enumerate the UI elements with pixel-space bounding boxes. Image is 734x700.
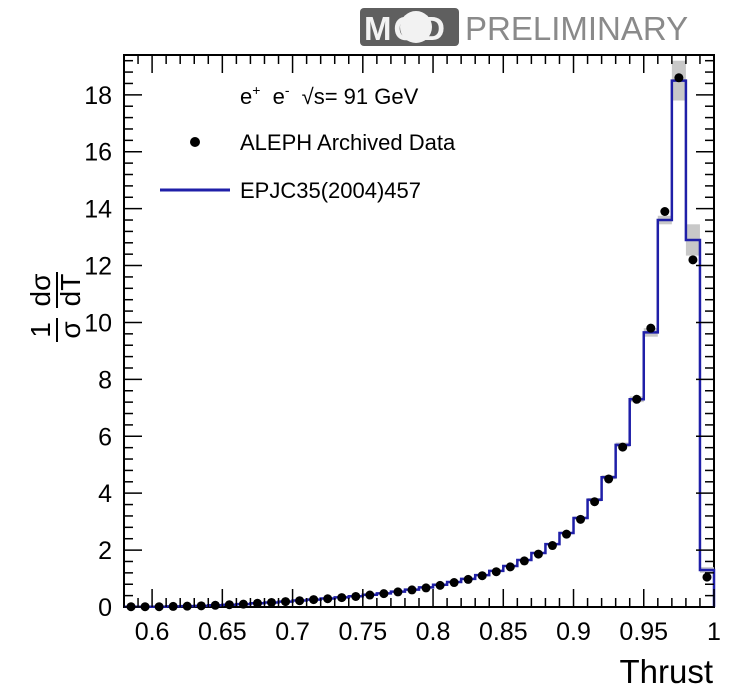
data-point-10: [267, 597, 276, 607]
data-point-23: [449, 578, 459, 588]
x-tick-label: 0.8: [416, 618, 451, 646]
axis-ticks: [123, 55, 715, 608]
data-point-19: [393, 587, 403, 597]
data-point-36: [632, 394, 642, 404]
x-tick-label: 1: [707, 618, 721, 646]
y-tick-label: 16: [84, 139, 112, 167]
energy-annotation: e+ e- √s= 91 GeV: [240, 82, 419, 109]
legend-label-theory: EPJC35(2004)457: [240, 178, 421, 203]
data-point-34: [604, 474, 614, 484]
data-point-3: [168, 601, 178, 611]
x-tick-label: 0.9: [556, 618, 591, 646]
data-point-20: [407, 585, 417, 595]
y-title-one: 1: [25, 322, 56, 338]
annotation-e1-sup: +: [252, 82, 260, 98]
y-title-dt: dT: [55, 274, 86, 307]
data-point-35: [618, 442, 628, 452]
mod-badge-text: MOD: [364, 10, 447, 47]
x-axis-title: Thrust: [619, 653, 713, 690]
mod-preliminary-badge: MOD PRELIMINARY: [360, 8, 688, 47]
legend: ALEPH Archived Data EPJC35(2004)457: [160, 130, 456, 203]
y-title-sigma: σ: [55, 321, 86, 338]
data-point-9: [252, 598, 262, 608]
data-point-25: [477, 571, 487, 581]
x-tick-label: 0.7: [275, 618, 310, 646]
data-point-40: [688, 255, 698, 265]
x-tick-label: 0.65: [198, 618, 247, 646]
data-point-22: [435, 580, 445, 590]
data-point-33: [590, 497, 600, 507]
x-tick-label: 0.85: [479, 618, 528, 646]
data-point-8: [238, 599, 248, 609]
data-point-11: [281, 597, 291, 607]
legend-label-data: ALEPH Archived Data: [240, 130, 456, 155]
x-tick-label: 0.95: [619, 618, 668, 646]
y-title-dsigma: dσ: [25, 274, 56, 307]
annotation-e1: e: [240, 84, 252, 109]
x-tick-labels: 0.6 0.65 0.7 0.75 0.8 0.85 0.9 0.95 1: [135, 618, 721, 646]
data-point-14: [323, 594, 333, 604]
x-tick-label: 0.75: [338, 618, 387, 646]
data-point-13: [309, 595, 319, 605]
y-tick-label: 4: [98, 480, 112, 508]
data-point-41: [702, 572, 712, 582]
data-point-16: [351, 591, 361, 601]
data-point-18: [379, 589, 389, 599]
data-point-26: [491, 567, 501, 577]
data-point-1: [140, 602, 150, 612]
y-tick-label: 14: [84, 196, 112, 224]
y-tick-label: 8: [98, 366, 112, 394]
y-tick-label: 0: [98, 594, 112, 622]
data-point-7: [224, 600, 234, 610]
y-axis-title: 1 σ dσ dT: [25, 272, 86, 342]
data-point-37: [646, 323, 656, 333]
preliminary-label: PRELIMINARY: [465, 10, 688, 47]
legend-marker-data: [190, 137, 200, 147]
annotation-e2: e: [273, 84, 285, 109]
y-tick-label: 6: [98, 423, 112, 451]
data-point-28: [519, 556, 529, 566]
data-point-2: [154, 602, 164, 612]
y-tick-label: 2: [98, 537, 112, 565]
theory-line: [124, 79, 716, 608]
data-point-24: [463, 574, 473, 584]
data-point-27: [505, 562, 515, 572]
data-point-6: [210, 600, 220, 610]
data-point-4: [182, 601, 192, 611]
data-point-31: [562, 529, 571, 539]
data-point-30: [547, 541, 557, 551]
annotation-e2-sup: -: [285, 82, 290, 98]
annotation-energy: s= 91 GeV: [314, 84, 419, 109]
y-tick-labels: 0 2 4 6 8 10 12 14 16 18: [84, 82, 112, 622]
y-tick-label: 12: [84, 253, 112, 281]
y-tick-label: 18: [84, 82, 112, 110]
data-point-29: [533, 549, 543, 559]
data-point-32: [576, 514, 586, 524]
data-point-21: [421, 583, 431, 593]
data-points: [126, 73, 712, 612]
data-point-17: [365, 590, 375, 600]
data-point-5: [196, 601, 206, 611]
data-point-39: [674, 73, 684, 83]
y-tick-label: 10: [84, 309, 112, 337]
theory-histogram: [124, 79, 716, 608]
x-tick-label: 0.6: [135, 618, 170, 646]
data-point-12: [295, 596, 305, 606]
annotation-sqrt: √: [302, 84, 315, 109]
data-point-15: [337, 593, 347, 603]
data-point-38: [660, 206, 670, 216]
mod-badge-circle: [400, 11, 432, 43]
